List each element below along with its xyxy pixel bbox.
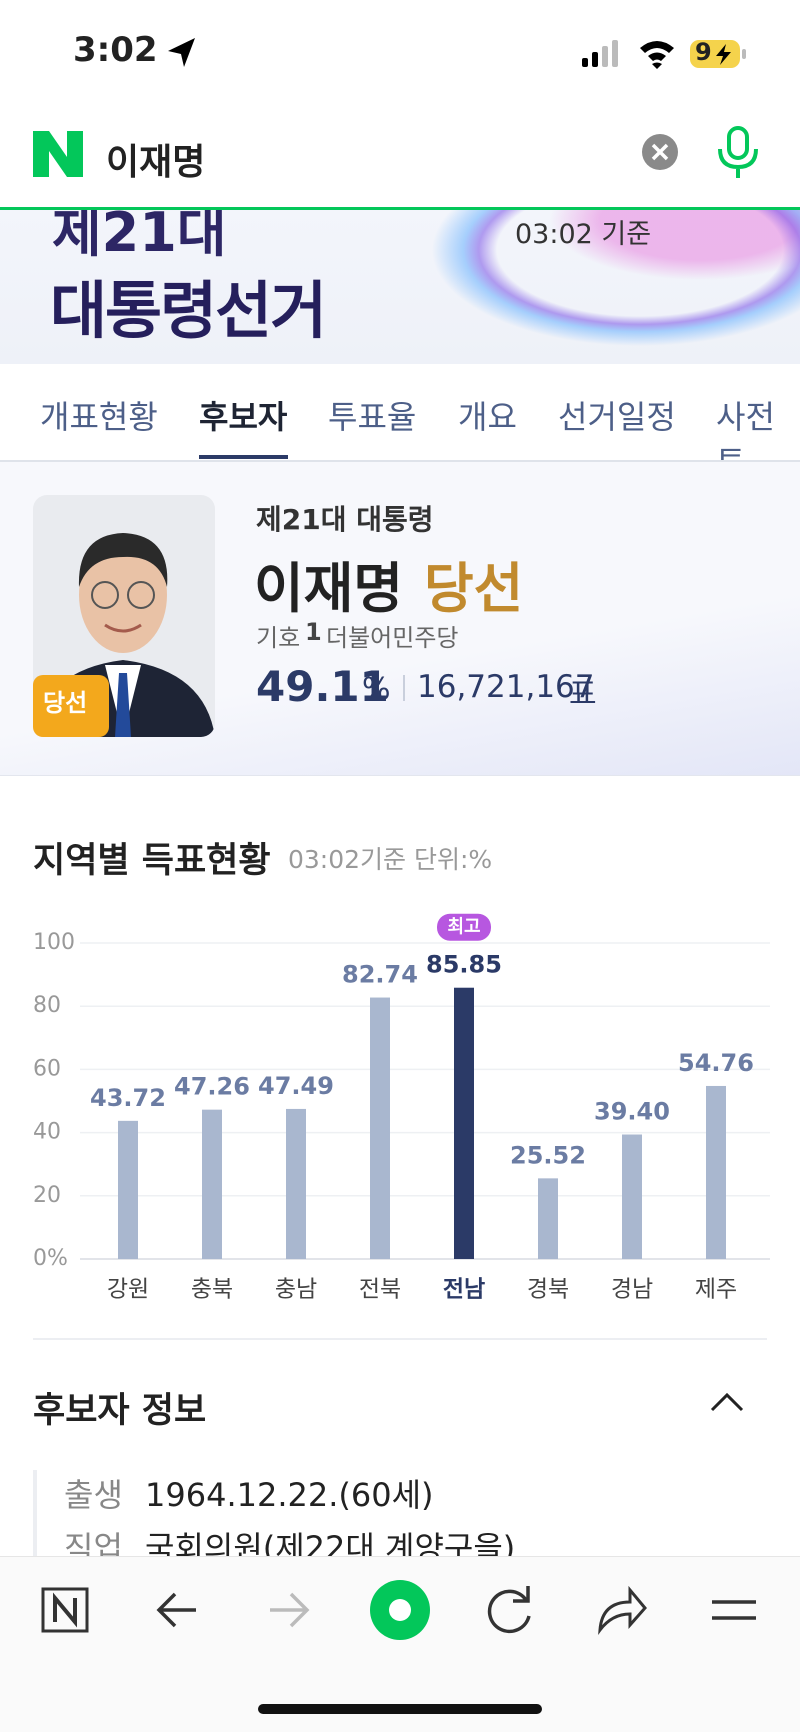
y-tick-label: 100 <box>33 930 75 955</box>
y-tick-label: 40 <box>33 1120 61 1145</box>
y-tick-label: 20 <box>33 1183 61 1208</box>
y-tick-label: 60 <box>33 1056 61 1081</box>
x-tick-label: 경남 <box>611 1277 653 1303</box>
banner-title-line2: 대통령선거 <box>50 274 327 347</box>
value-label: 54.76 <box>678 1049 754 1077</box>
tab-bar: 개표현황 후보자 투표율 개요 선거일정 사전투 <box>0 364 800 462</box>
voice-button[interactable] <box>714 125 762 181</box>
home-indicator <box>258 1704 542 1714</box>
info-title: 후보자 정보 <box>33 1391 207 1431</box>
highlight-badge <box>437 913 491 941</box>
bar <box>454 987 474 1259</box>
divider <box>403 675 405 701</box>
vote-share: 49.11 <box>256 662 389 711</box>
location-icon <box>168 38 195 67</box>
vote-count: 16,721,167 <box>417 669 595 705</box>
naver-logo[interactable] <box>33 131 83 177</box>
bar <box>538 1178 558 1259</box>
candidate-office: 제21대 대통령 <box>256 503 434 536</box>
banner-title-line1: 제21대 <box>52 210 227 264</box>
highlight-badge-label: 최고 <box>447 917 480 938</box>
tab-indicator <box>199 455 288 459</box>
tab[interactable]: 개표현황 <box>40 398 158 436</box>
candidate-result: 당선 <box>424 557 524 620</box>
status-icons <box>582 40 746 69</box>
candidate-name: 이재명 <box>254 557 404 620</box>
green-dot-button[interactable] <box>370 1580 430 1640</box>
chart-title: 지역별 득표현황 <box>33 841 271 881</box>
back-button[interactable] <box>156 1592 196 1628</box>
bar <box>202 1109 222 1259</box>
status-time: 3:02 <box>73 30 158 70</box>
forward-button[interactable] <box>270 1592 310 1628</box>
tab[interactable]: 사전투 <box>716 398 775 460</box>
info-bar <box>33 1470 37 1560</box>
home-button[interactable] <box>41 1587 89 1633</box>
info-value: 1964.12.22.(60세) <box>145 1476 434 1514</box>
bar <box>118 1120 138 1259</box>
share-button[interactable] <box>598 1585 647 1635</box>
value-label: 25.52 <box>510 1141 586 1169</box>
y-tick-label: 0% <box>33 1246 68 1271</box>
section-divider <box>33 1338 767 1340</box>
election-banner: 제21대 대통령선거 03:02 기준 <box>0 210 800 364</box>
bar <box>286 1108 306 1259</box>
clear-button[interactable] <box>641 133 679 171</box>
tab[interactable]: 선거일정 <box>558 398 676 436</box>
value-label: 85.85 <box>426 951 502 979</box>
value-label: 39.40 <box>594 1097 670 1125</box>
candidate-party: 더불어민주당 <box>326 624 459 652</box>
reload-button[interactable] <box>487 1586 531 1634</box>
value-label: 47.49 <box>258 1072 334 1100</box>
candidate-card: 당선 제21대 대통령 이재명 당선 기호 1 더불어민주당 49.11 % 1… <box>0 462 800 776</box>
banner-timestamp: 03:02 기준 <box>515 219 652 250</box>
search-underline <box>0 207 800 210</box>
x-tick-label: 전남 <box>443 1277 485 1303</box>
value-label: 47.26 <box>174 1073 250 1101</box>
x-tick-label: 제주 <box>695 1277 737 1303</box>
value-label: 43.72 <box>90 1084 166 1112</box>
y-tick-label: 80 <box>33 993 61 1018</box>
value-label: 82.74 <box>342 961 418 989</box>
x-tick-label: 충북 <box>191 1277 233 1303</box>
bar-chart: 0% 20 40 60 80 100 43.72 강원 47.26 충북 47.49 충남 82.74 전… <box>33 913 770 1303</box>
menu-button[interactable] <box>712 1600 756 1620</box>
bar <box>370 997 390 1259</box>
collapse-button[interactable] <box>709 1390 745 1416</box>
info-label: 출생 <box>64 1476 123 1514</box>
bar <box>622 1134 642 1259</box>
x-tick-label: 경북 <box>527 1277 569 1303</box>
x-tick-label: 전북 <box>359 1277 401 1303</box>
candidate-photo <box>33 495 215 737</box>
winner-badge: 당선 <box>43 689 88 717</box>
vote-share-unit: % <box>362 672 391 707</box>
vote-count-unit: 표 <box>569 677 597 712</box>
bar <box>706 1085 726 1259</box>
candidate-number: 1 <box>305 618 322 646</box>
tab[interactable]: 개요 <box>458 398 517 436</box>
battery-level: 9 <box>695 38 712 66</box>
search-query[interactable]: 이재명 <box>106 142 206 183</box>
tab[interactable]: 후보자 <box>199 398 288 436</box>
tab[interactable]: 투표율 <box>328 398 417 436</box>
candidate-number-label: 기호 <box>256 624 301 652</box>
toolbar-icons <box>41 1580 756 1640</box>
chart-subtitle: 03:02기준 단위:% <box>288 845 493 874</box>
x-tick-label: 충남 <box>275 1277 317 1303</box>
x-tick-label: 강원 <box>107 1277 149 1303</box>
